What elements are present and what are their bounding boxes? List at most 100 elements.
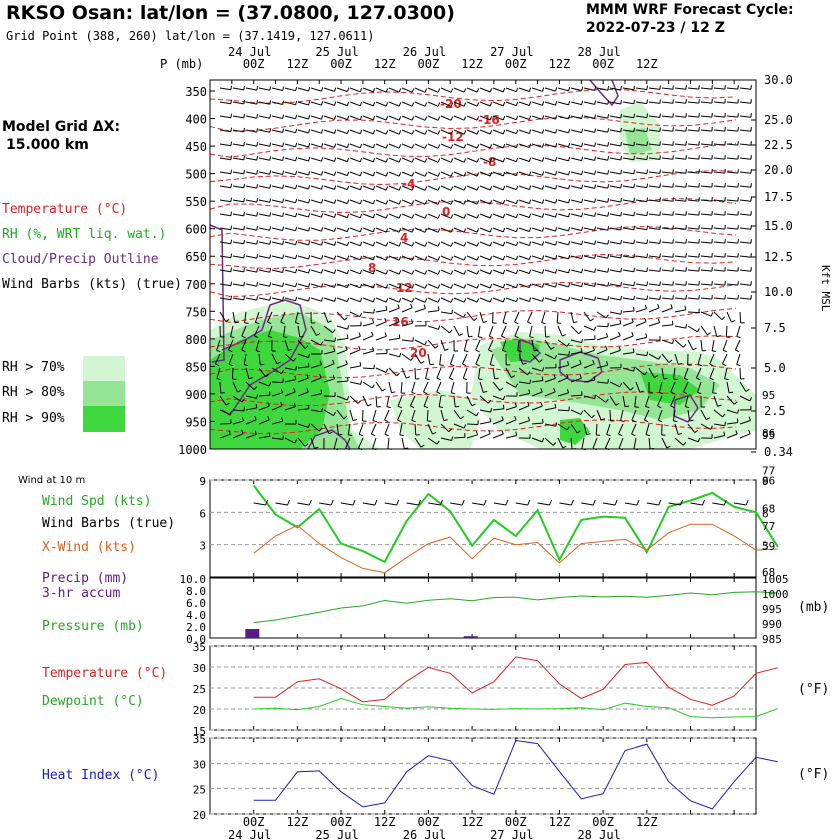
wind-barb-shaft [609, 199, 621, 203]
wind-barb-flag [528, 213, 532, 218]
wind-barb-flag [568, 296, 571, 302]
height-tick-label: 22.5 [764, 138, 793, 152]
wind-barb [674, 99, 687, 104]
wind-barb-shaft [258, 87, 270, 91]
wind-barb [440, 269, 454, 275]
wind-barb [544, 185, 558, 190]
wind-barb-shaft [349, 213, 361, 219]
wind-barb-shaft [284, 157, 296, 162]
wind-barb-flag [696, 377, 701, 381]
wind-barb-shaft [596, 297, 608, 301]
pressure-tick-label: 950 [185, 415, 207, 429]
wind-barb-flag [451, 436, 454, 441]
wind-barb-shaft [661, 87, 673, 90]
right-tick-label: 77 [762, 520, 775, 533]
wind-barb [622, 155, 635, 161]
10m-wind-barb-shaft [319, 502, 332, 506]
wind-barb-shaft [570, 227, 582, 232]
wind-barb [323, 347, 336, 355]
wind-barb [219, 197, 232, 203]
wind-barb [557, 361, 570, 369]
wind-barb [609, 253, 622, 259]
wind-barb [557, 325, 567, 337]
wind-barb-shaft [661, 213, 673, 216]
wind-barb [232, 141, 245, 147]
wind-barb-shaft [722, 353, 728, 365]
wind-barb [362, 309, 375, 314]
wind-barb-flag [581, 86, 584, 91]
wind-barb-shaft [557, 437, 564, 449]
wind-barb-flag [542, 101, 545, 106]
10m-wind-barb [712, 499, 727, 506]
wind-barb [414, 227, 428, 233]
wind-barb-shaft [609, 87, 621, 91]
wind-barb-shaft [713, 395, 719, 407]
wind-barb-shaft [284, 115, 296, 120]
wind-barb-shaft [258, 269, 270, 273]
10m-wind-barb-shaft [537, 502, 550, 506]
wind-barb-flag [594, 170, 597, 175]
wind-barb [284, 170, 298, 176]
wind-barb [557, 296, 571, 302]
wind-barb-flag [253, 386, 258, 390]
wind-barb-flag [555, 87, 558, 92]
wind-barb [466, 297, 480, 303]
wind-barb-shaft [375, 395, 378, 408]
wind-barb [596, 128, 610, 133]
wind-barb-flag [568, 114, 571, 120]
wind-barb-flag [269, 226, 272, 231]
10m-wind-barb-shaft [253, 502, 266, 506]
wind-barb-shaft [687, 325, 698, 333]
wind-barb [258, 86, 272, 91]
wind-barb-shaft [674, 143, 686, 146]
wind-barb-shaft [726, 143, 738, 146]
wind-barb [726, 409, 740, 414]
wind-barb-shaft [674, 87, 686, 90]
wind-barb [531, 269, 545, 274]
wind-barb [648, 169, 661, 174]
wind-barb-shaft [570, 351, 582, 355]
wind-barb-flag [372, 270, 376, 275]
wind-barb-flag [321, 227, 324, 232]
wind-barb-flag [450, 88, 454, 93]
wind-barb [401, 283, 415, 289]
wind-barb [401, 213, 415, 219]
wind-barb-shaft [570, 157, 582, 162]
wind-barb [232, 281, 245, 287]
wind-barb-flag [501, 416, 504, 421]
wind-barb-shaft [531, 367, 543, 372]
wind-barb [557, 212, 571, 218]
10m-wind-barb-shaft [297, 502, 310, 506]
wind-barb [606, 423, 611, 437]
wind-barb [505, 381, 519, 388]
wind-barb [241, 339, 247, 353]
wind-barb-flag [659, 155, 661, 160]
wind-barb [648, 381, 654, 394]
wind-barb [336, 185, 350, 191]
wind-barb-flag [424, 144, 428, 149]
wind-barb [427, 143, 441, 149]
wind-barb-shaft [670, 381, 676, 393]
wind-barb-shaft [505, 381, 516, 388]
wind-barb-shaft [726, 129, 738, 132]
wind-barb [635, 267, 648, 273]
wind-barb-flag [359, 213, 363, 218]
wind-barb [231, 367, 237, 380]
wind-barb-shaft [466, 87, 478, 93]
wind-barb-flag [555, 227, 558, 232]
wind-barb-flag [737, 113, 739, 118]
wind-barb-flag [749, 397, 753, 402]
wind-barb [427, 199, 441, 205]
wind-barb [323, 143, 337, 148]
wind-barb-shaft [310, 241, 322, 246]
height-tick-label: 20.0 [764, 163, 793, 177]
wind-barb-shaft [453, 423, 465, 429]
wind-barb-shaft [438, 395, 442, 407]
wind-barb-flag [581, 254, 584, 259]
left-tick-label: 20 [193, 809, 206, 822]
wind-barb [267, 325, 273, 339]
wind-barb-shaft [258, 227, 270, 231]
wind-barb [284, 212, 298, 218]
wind-barb-flag [620, 127, 622, 133]
wind-barb-shaft [596, 115, 608, 119]
